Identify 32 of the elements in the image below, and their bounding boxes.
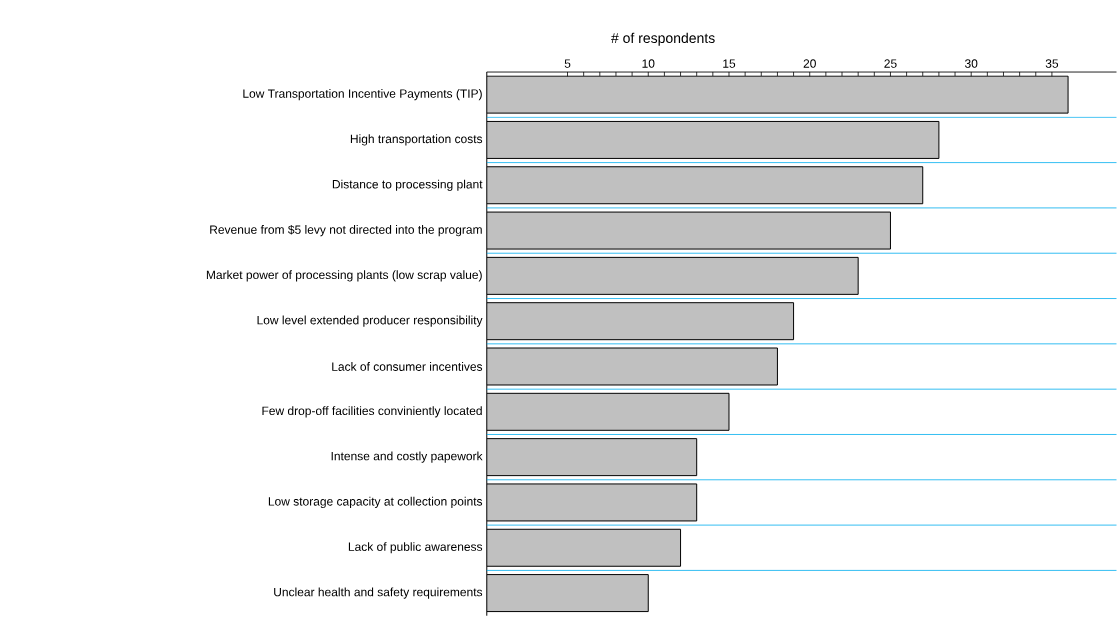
x-tick-label: 35 — [1045, 59, 1059, 68]
y-tick-label: Lack of consumer incentives — [332, 362, 483, 372]
x-tick-label: 5 — [564, 59, 571, 68]
y-tick-label: Unclear health and safety requirements — [274, 587, 483, 599]
y-tick-label: Lack of public awareness — [348, 542, 483, 554]
bar — [486, 574, 649, 613]
bar — [486, 438, 698, 477]
bar — [486, 211, 891, 250]
y-tick-label: Intense and costly papework — [331, 451, 483, 463]
y-tick-label: Few drop-off facilities conviniently located — [262, 406, 482, 418]
x-axis-title: # of respondents — [611, 32, 715, 46]
y-tick-label: Low Transportation Incentive Payments (TIP) — [243, 89, 482, 101]
bar — [486, 483, 698, 522]
bar — [486, 121, 940, 160]
y-tick-label: Low level extended producer responsibility — [257, 315, 483, 327]
bar — [486, 75, 1069, 114]
bar — [486, 257, 859, 296]
y-tick-label: Revenue from $5 levy not directed into the program — [210, 225, 482, 237]
x-tick-label: 20 — [803, 59, 816, 68]
x-tick-label: 10 — [642, 59, 655, 68]
x-tick-label: 25 — [884, 59, 897, 68]
bar — [486, 347, 778, 386]
y-tick-label: Market power of processing plants (low scrap value) — [206, 270, 482, 282]
y-tick-label: High transportation costs — [350, 134, 483, 146]
bar — [486, 528, 682, 567]
x-tick-label: 15 — [723, 59, 736, 68]
bar — [486, 302, 795, 341]
y-tick-label: Distance to processing plant — [332, 179, 483, 191]
bar — [486, 166, 924, 205]
y-tick-label: Low storage capacity at collection points — [268, 497, 483, 509]
x-tick-label: 30 — [964, 59, 978, 68]
bar — [486, 392, 730, 431]
